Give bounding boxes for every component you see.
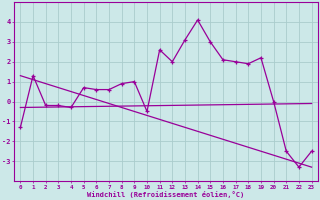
X-axis label: Windchill (Refroidissement éolien,°C): Windchill (Refroidissement éolien,°C)	[87, 191, 244, 198]
